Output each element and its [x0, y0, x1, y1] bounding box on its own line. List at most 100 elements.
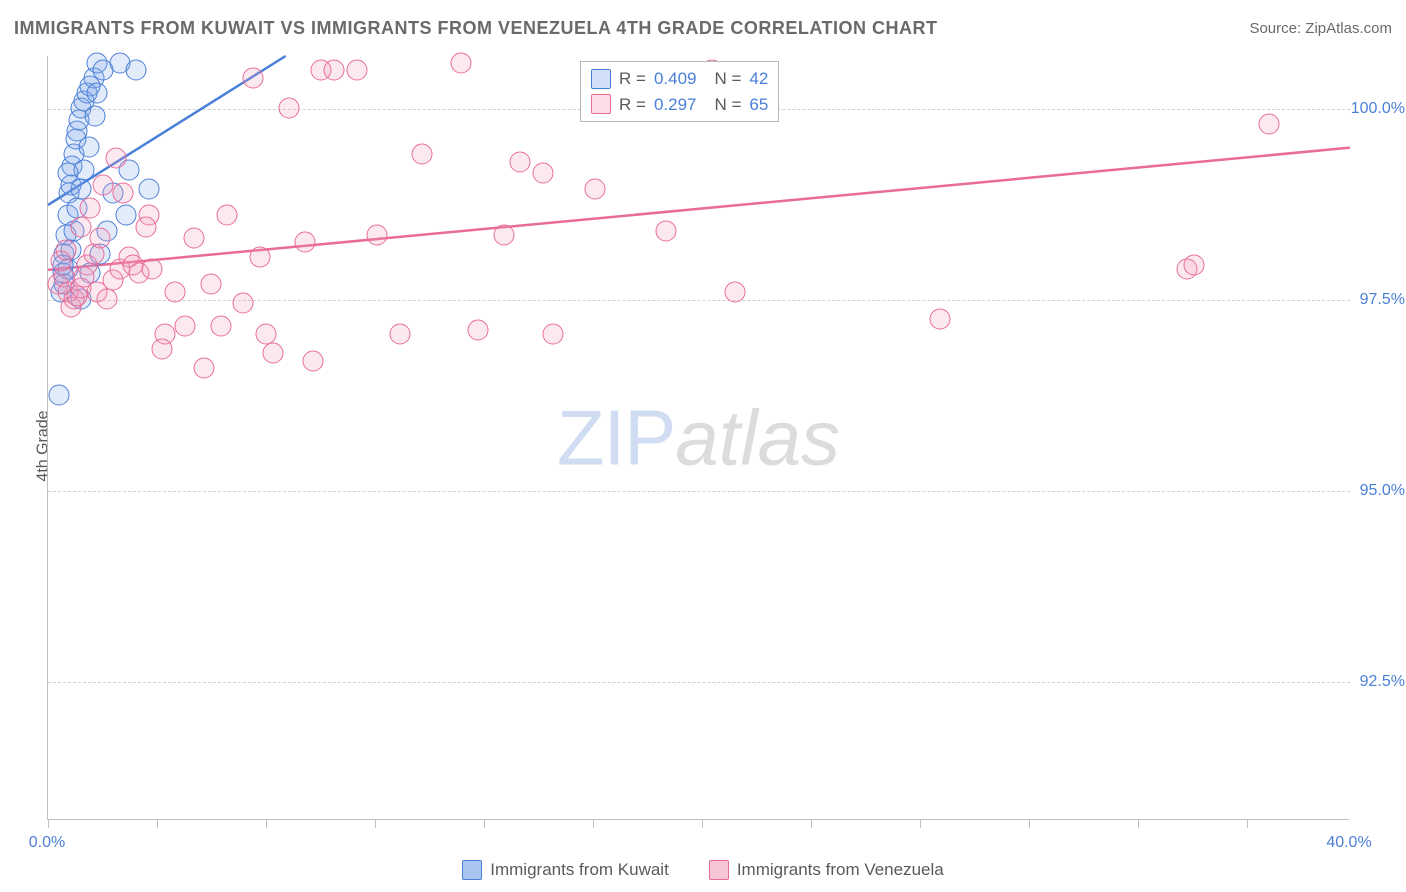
scatter-point: [542, 323, 563, 344]
chart-source: Source: ZipAtlas.com: [1249, 20, 1392, 37]
scatter-point: [278, 98, 299, 119]
scatter-point: [194, 358, 215, 379]
scatter-point: [249, 247, 270, 268]
scatter-point: [366, 224, 387, 245]
gridline: [48, 491, 1350, 492]
scatter-point: [184, 228, 205, 249]
x-tick: [484, 819, 485, 828]
scatter-point: [656, 220, 677, 241]
x-tick: [593, 819, 594, 828]
scatter-point: [142, 258, 163, 279]
x-tick: [1029, 819, 1030, 828]
scatter-point: [122, 255, 143, 276]
correlation-legend-row: R = 0.409 N = 42: [591, 66, 768, 92]
scatter-point: [262, 342, 283, 363]
scatter-point: [233, 293, 254, 314]
legend-n-label: N =: [714, 92, 741, 118]
scatter-point: [929, 308, 950, 329]
legend-n-value: 65: [749, 92, 768, 118]
scatter-point: [217, 205, 238, 226]
legend-swatch-icon: [591, 94, 611, 114]
legend-r-value: 0.297: [654, 92, 697, 118]
x-tick-label: 40.0%: [1326, 834, 1371, 852]
scatter-point: [584, 178, 605, 199]
watermark: ZIPatlas: [557, 392, 840, 483]
watermark-atlas: atlas: [675, 393, 840, 481]
scatter-point: [57, 163, 78, 184]
scatter-point: [200, 274, 221, 295]
x-tick: [375, 819, 376, 828]
x-tick: [266, 819, 267, 828]
scatter-point: [210, 316, 231, 337]
scatter-point: [347, 60, 368, 81]
bottom-legend-item: Immigrants from Venezuela: [709, 860, 944, 880]
scatter-point: [116, 205, 137, 226]
scatter-point: [256, 323, 277, 344]
trend-lines: [48, 56, 1350, 820]
scatter-point: [451, 52, 472, 73]
legend-n-label: N =: [714, 66, 741, 92]
x-tick: [48, 819, 49, 828]
legend-swatch-icon: [462, 860, 482, 880]
scatter-point: [78, 136, 99, 157]
x-tick: [157, 819, 158, 828]
scatter-point: [85, 106, 106, 127]
y-tick-label: 97.5%: [1360, 291, 1405, 309]
scatter-point: [49, 384, 70, 405]
correlation-legend: R = 0.409 N = 42 R = 0.297 N = 65: [580, 61, 779, 122]
chart-plot-area: ZIPatlas 92.5%95.0%97.5%100.0%R = 0.409N…: [47, 56, 1349, 820]
x-tick: [1247, 819, 1248, 828]
legend-r-label: R =: [619, 66, 646, 92]
scatter-point: [532, 163, 553, 184]
scatter-point: [80, 197, 101, 218]
scatter-point: [724, 281, 745, 302]
scatter-point: [151, 339, 172, 360]
scatter-point: [55, 239, 76, 260]
gridline: [48, 682, 1350, 683]
chart-header: IMMIGRANTS FROM KUWAIT VS IMMIGRANTS FRO…: [14, 18, 1392, 39]
watermark-zip: ZIP: [557, 393, 675, 481]
x-tick: [1138, 819, 1139, 828]
x-tick-label: 0.0%: [29, 834, 65, 852]
scatter-point: [112, 182, 133, 203]
scatter-point: [93, 174, 114, 195]
scatter-point: [1183, 255, 1204, 276]
scatter-point: [125, 60, 146, 81]
bottom-legend: Immigrants from Kuwait Immigrants from Ve…: [0, 860, 1406, 880]
scatter-point: [412, 144, 433, 165]
scatter-point: [138, 178, 159, 199]
scatter-point: [106, 148, 127, 169]
scatter-point: [509, 151, 530, 172]
scatter-point: [324, 60, 345, 81]
y-tick-label: 95.0%: [1360, 482, 1405, 500]
bottom-legend-label: Immigrants from Kuwait: [490, 860, 669, 880]
scatter-point: [96, 289, 117, 310]
scatter-point: [295, 232, 316, 253]
scatter-point: [243, 67, 264, 88]
legend-r-label: R =: [619, 92, 646, 118]
x-tick: [811, 819, 812, 828]
y-tick-label: 92.5%: [1360, 673, 1405, 691]
legend-n-value: 42: [749, 66, 768, 92]
scatter-point: [70, 216, 91, 237]
bottom-legend-label: Immigrants from Venezuela: [737, 860, 944, 880]
scatter-point: [389, 323, 410, 344]
scatter-point: [135, 216, 156, 237]
scatter-point: [164, 281, 185, 302]
scatter-point: [174, 316, 195, 337]
scatter-point: [493, 224, 514, 245]
scatter-point: [86, 83, 107, 104]
scatter-point: [467, 320, 488, 341]
x-tick: [920, 819, 921, 828]
trend-line: [48, 148, 1350, 270]
bottom-legend-item: Immigrants from Kuwait: [462, 860, 669, 880]
scatter-point: [90, 228, 111, 249]
x-tick: [702, 819, 703, 828]
correlation-legend-row: R = 0.297 N = 65: [591, 92, 768, 118]
scatter-point: [303, 350, 324, 371]
legend-r-value: 0.409: [654, 66, 697, 92]
legend-swatch-icon: [709, 860, 729, 880]
y-tick-label: 100.0%: [1351, 100, 1405, 118]
chart-title: IMMIGRANTS FROM KUWAIT VS IMMIGRANTS FRO…: [14, 18, 937, 39]
scatter-point: [1258, 113, 1279, 134]
